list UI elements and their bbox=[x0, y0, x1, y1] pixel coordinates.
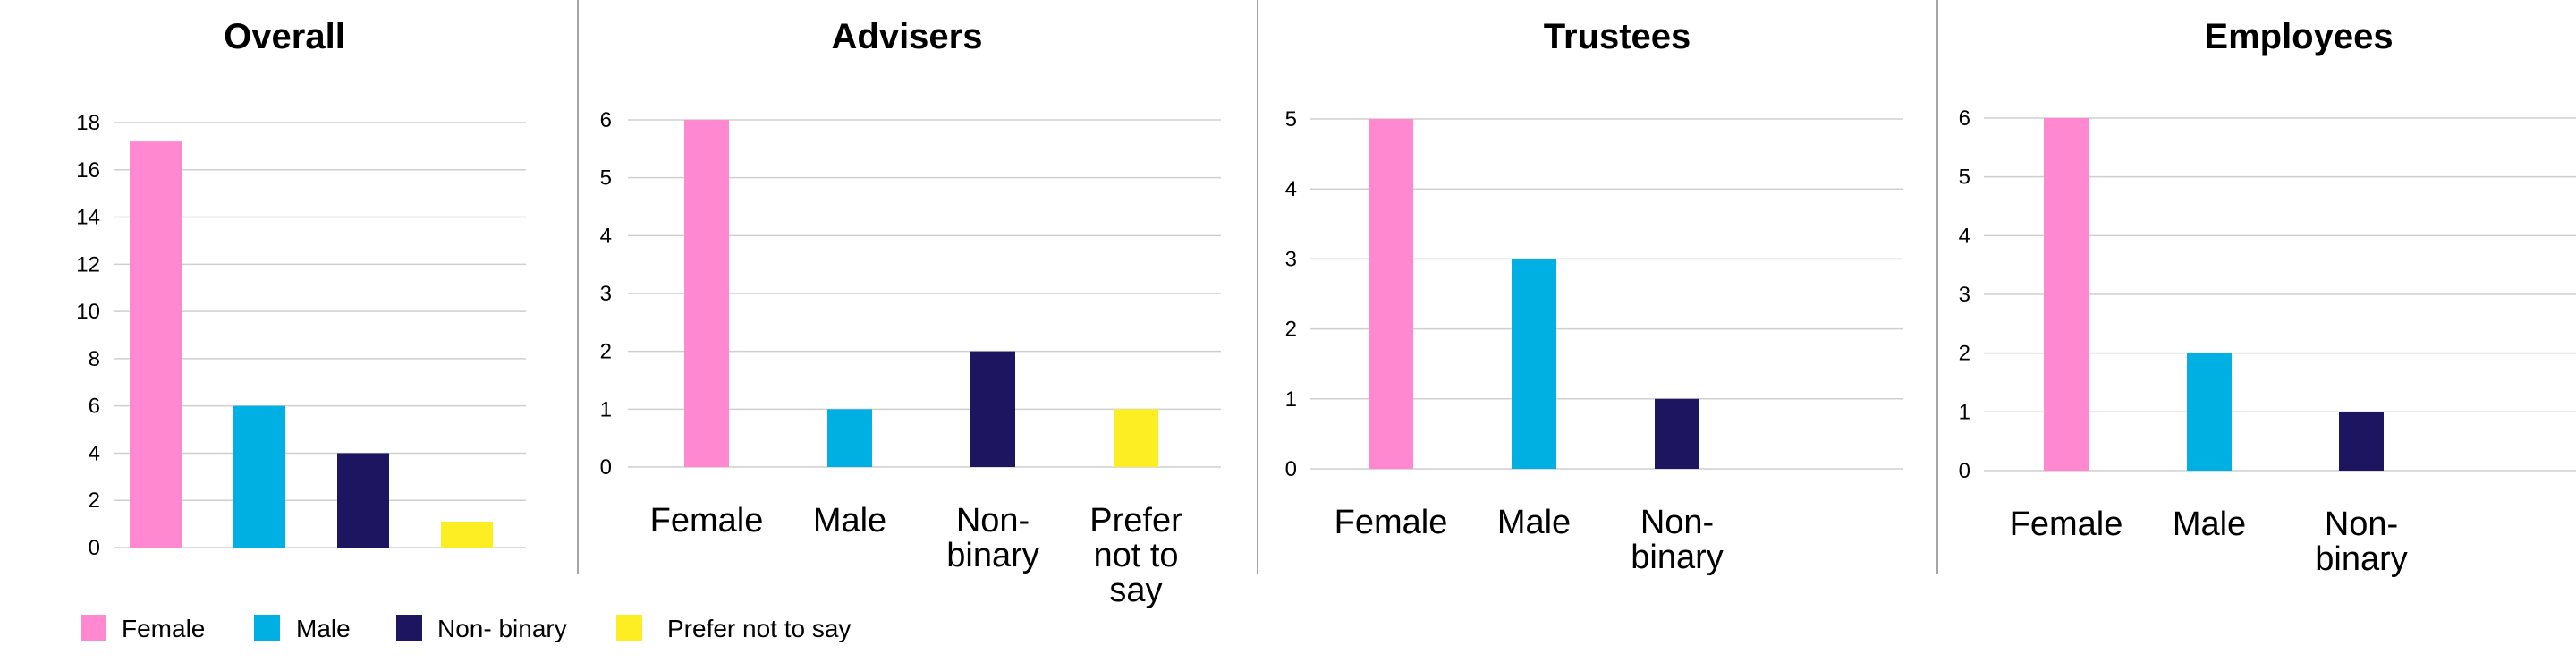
y-tick-label: 16 bbox=[76, 158, 100, 183]
y-tick-label: 3 bbox=[600, 282, 612, 306]
legend: Female Male Non- binary Prefer not to say bbox=[80, 615, 851, 642]
legend-swatch bbox=[80, 615, 106, 641]
bar-non-binary bbox=[337, 453, 389, 548]
bar-non-binary bbox=[2339, 412, 2384, 471]
y-tick-label: 5 bbox=[1285, 107, 1297, 132]
y-tick-label: 0 bbox=[89, 536, 100, 560]
x-tick-label: Male bbox=[1497, 504, 1571, 541]
y-tick-label: 14 bbox=[76, 206, 100, 230]
bar-prefer-not-to-say bbox=[441, 521, 493, 548]
x-tick-label: Prefer bbox=[1089, 502, 1182, 540]
legend-swatch bbox=[616, 615, 642, 641]
x-tick-label: Non- bbox=[2325, 506, 2398, 543]
y-tick-label: 4 bbox=[89, 441, 100, 465]
x-tick-label: binary bbox=[946, 537, 1039, 574]
y-tick-label: 12 bbox=[76, 252, 100, 276]
bar-prefer-not-to-say bbox=[1114, 409, 1158, 467]
legend-swatch bbox=[396, 615, 422, 641]
y-tick-label: 0 bbox=[1285, 457, 1297, 481]
legend-label: Prefer not to say bbox=[667, 615, 851, 642]
legend-label: Non- binary bbox=[437, 615, 567, 642]
bar-female bbox=[2044, 118, 2089, 471]
bar-male bbox=[1512, 259, 1556, 469]
bar-non-binary bbox=[970, 351, 1015, 467]
legend-label: Male bbox=[296, 615, 351, 642]
x-tick-label: not to bbox=[1093, 537, 1178, 574]
x-tick-label: Female bbox=[2010, 506, 2123, 543]
x-tick-label: binary bbox=[2315, 540, 2408, 578]
x-tick-label: Non- bbox=[956, 502, 1030, 540]
y-tick-label: 8 bbox=[89, 347, 100, 371]
y-tick-label: 4 bbox=[600, 224, 612, 248]
y-tick-label: 3 bbox=[1285, 247, 1297, 271]
x-tick-label: Non- bbox=[1640, 504, 1714, 541]
bar-male bbox=[827, 409, 872, 467]
y-tick-label: 2 bbox=[1285, 318, 1297, 342]
y-tick-label: 5 bbox=[1959, 166, 1970, 190]
y-tick-label: 3 bbox=[1959, 283, 1970, 307]
chart-panel-advisers: Advisers 0 1 2 3 4 5 6 Female Male Non-binary Prefe… bbox=[600, 17, 1221, 609]
bar-female bbox=[1368, 119, 1413, 469]
y-tick-label: 2 bbox=[89, 489, 100, 513]
y-tick-label: 6 bbox=[600, 108, 612, 132]
bar-non-binary bbox=[1655, 398, 1699, 469]
bar-male bbox=[233, 405, 285, 548]
y-tick-label: 4 bbox=[1285, 177, 1297, 201]
y-tick-label: 0 bbox=[1959, 459, 1970, 483]
y-tick-label: 1 bbox=[600, 397, 612, 421]
y-tick-label: 1 bbox=[1959, 400, 1970, 424]
chart-title: Employees bbox=[2204, 17, 2393, 56]
chart-title: Overall bbox=[224, 17, 345, 56]
y-tick-label: 0 bbox=[600, 455, 612, 480]
bar-male bbox=[2187, 353, 2232, 471]
y-tick-label: 2 bbox=[600, 340, 612, 364]
y-tick-label: 18 bbox=[76, 111, 100, 135]
chart-title: Advisers bbox=[832, 17, 983, 56]
chart-title: Trustees bbox=[1544, 17, 1691, 56]
chart-panel-trustees: Trustees 0 1 2 3 4 5 Female Male Non-binary bbox=[1285, 17, 1903, 576]
x-tick-label: Male bbox=[813, 502, 886, 540]
y-tick-label: 10 bbox=[76, 300, 100, 324]
x-tick-label: say bbox=[1109, 572, 1162, 609]
y-tick-label: 1 bbox=[1285, 387, 1297, 412]
legend-swatch bbox=[254, 615, 280, 641]
chart-panel-overall: Overall 0 2 4 6 8 10 12 14 16 18 bbox=[76, 17, 526, 560]
y-tick-label: 6 bbox=[1959, 106, 1970, 131]
x-tick-label: binary bbox=[1631, 539, 1724, 576]
bar-female bbox=[130, 141, 182, 548]
bar-female bbox=[684, 120, 729, 467]
x-tick-label: Female bbox=[1335, 504, 1448, 541]
legend-label: Female bbox=[122, 615, 205, 642]
y-tick-label: 4 bbox=[1959, 224, 1970, 248]
y-tick-label: 5 bbox=[600, 166, 612, 191]
y-tick-label: 2 bbox=[1959, 342, 1970, 366]
x-tick-label: Female bbox=[650, 502, 764, 540]
x-tick-label: Male bbox=[2173, 506, 2246, 543]
y-tick-label: 6 bbox=[89, 395, 100, 419]
chart-panel-employees: Employees 0 1 2 3 4 5 6 Female Male Non-binary bbox=[1959, 17, 2576, 578]
